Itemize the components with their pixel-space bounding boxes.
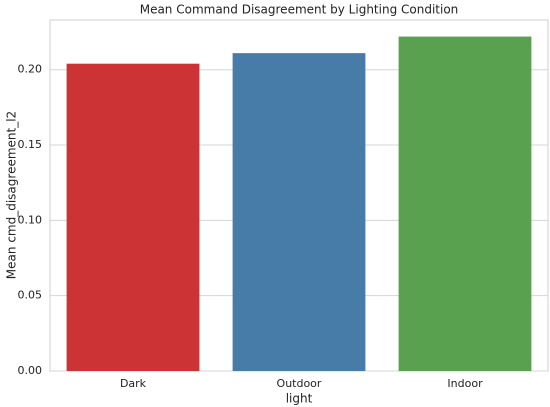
y-tick-label: 0.20 — [18, 63, 43, 76]
bar — [66, 63, 200, 371]
bar — [232, 53, 366, 371]
chart-title: Mean Command Disagreement by Lighting Co… — [140, 3, 459, 17]
x-axis-label: light — [286, 392, 313, 406]
bar — [398, 36, 532, 372]
y-tick-label: 0.15 — [18, 138, 43, 151]
x-tick-label: Outdoor — [277, 377, 322, 390]
y-tick-label: 0.00 — [18, 364, 43, 377]
x-tick-label: Indoor — [447, 377, 483, 390]
y-axis-label: Mean cmd_disagreement_l2 — [5, 111, 19, 279]
y-tick-label: 0.05 — [18, 289, 43, 302]
y-tick-label: 0.10 — [18, 213, 43, 226]
x-tick-label: Dark — [120, 377, 147, 390]
